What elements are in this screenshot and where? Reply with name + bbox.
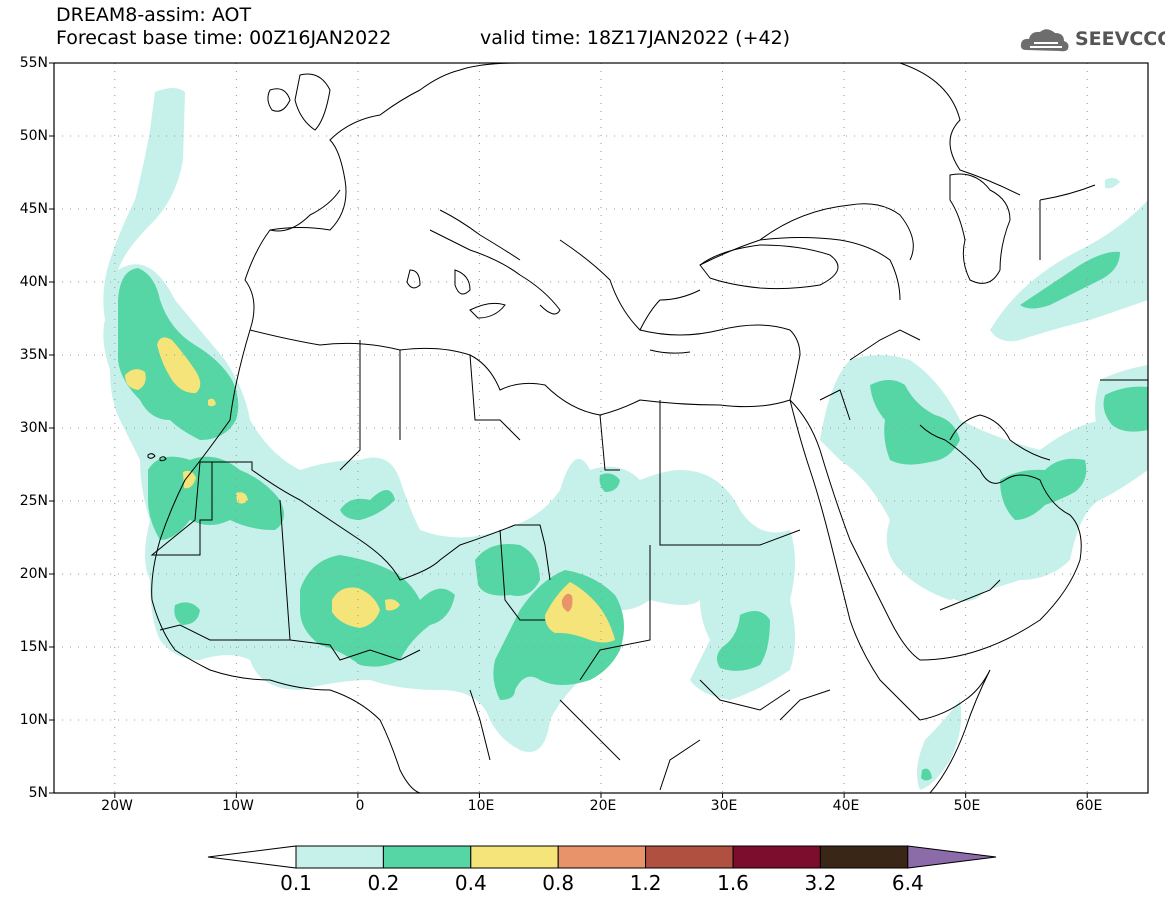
lon-tick-label: 10W bbox=[222, 798, 254, 814]
colorbar-swatch-0.2 bbox=[382, 845, 472, 869]
title-line-2: Forecast base time: 00Z16JAN2022 bbox=[56, 27, 392, 49]
colorbar-high-arrow bbox=[907, 845, 997, 869]
colorbar-label: 1.2 bbox=[629, 871, 662, 895]
axis-tickmarks bbox=[49, 62, 1088, 798]
colorbar-label: 3.2 bbox=[804, 871, 837, 895]
aot-band-0.2 bbox=[118, 251, 1148, 781]
lat-tick-label: 20N bbox=[19, 566, 48, 582]
lat-tick-label: 45N bbox=[19, 201, 48, 217]
lon-tick-label: 30E bbox=[710, 798, 738, 814]
lat-tick-label: 25N bbox=[19, 493, 48, 509]
lat-tick-label: 40N bbox=[19, 274, 48, 290]
lat-tick-label: 5N bbox=[28, 785, 48, 801]
colorbar-swatch-1.6 bbox=[732, 845, 821, 869]
cloud-logo-icon bbox=[1020, 29, 1069, 52]
colorbar-label: 0.2 bbox=[367, 871, 400, 895]
lat-tick-label: 50N bbox=[19, 128, 48, 144]
colorbar-label: 1.6 bbox=[717, 871, 749, 895]
lat-tick-label: 35N bbox=[19, 347, 48, 363]
valid-time: valid time: 18Z17JAN2022 (+42) bbox=[480, 27, 791, 49]
colorbar-swatch-0.1 bbox=[295, 845, 384, 869]
colorbar bbox=[207, 845, 997, 869]
lon-tick-label: 20E bbox=[589, 798, 617, 814]
lon-tick-label: 0 bbox=[355, 798, 365, 814]
lon-tick-label: 20W bbox=[101, 798, 133, 814]
aot-field bbox=[103, 88, 1148, 790]
lon-tick-label: 40E bbox=[832, 798, 860, 814]
lat-tick-label: 30N bbox=[19, 420, 48, 436]
lat-tick-label: 15N bbox=[19, 639, 48, 655]
borders bbox=[150, 329, 1001, 791]
colorbar-swatch-0.4 bbox=[470, 845, 559, 869]
colorbar-label: 6.4 bbox=[891, 871, 924, 895]
coastlines bbox=[147, 63, 1148, 793]
lon-tick-label: 50E bbox=[953, 798, 981, 814]
colorbar-label: 0.1 bbox=[280, 871, 312, 895]
lat-tick-label: 10N bbox=[19, 712, 48, 728]
aot-band-0.4 bbox=[125, 337, 615, 643]
colorbar-swatch-3.2 bbox=[819, 845, 909, 869]
lat-lon-grid bbox=[54, 63, 1148, 793]
title-line-1: DREAM8-assim: AOT bbox=[56, 4, 252, 26]
aot-band-0.8 bbox=[561, 593, 573, 612]
colorbar-low-arrow bbox=[207, 845, 297, 869]
lon-tick-label: 60E bbox=[1075, 798, 1103, 814]
lat-tick-label: 55N bbox=[19, 55, 48, 71]
colorbar-label: 0.4 bbox=[454, 871, 487, 895]
colorbar-label: 0.8 bbox=[542, 871, 575, 895]
logo-text: SEEVCCC bbox=[1075, 28, 1165, 50]
colorbar-swatch-1.2 bbox=[645, 845, 734, 869]
colorbar-swatch-0.8 bbox=[557, 845, 647, 869]
lon-tick-label: 10E bbox=[467, 798, 495, 814]
